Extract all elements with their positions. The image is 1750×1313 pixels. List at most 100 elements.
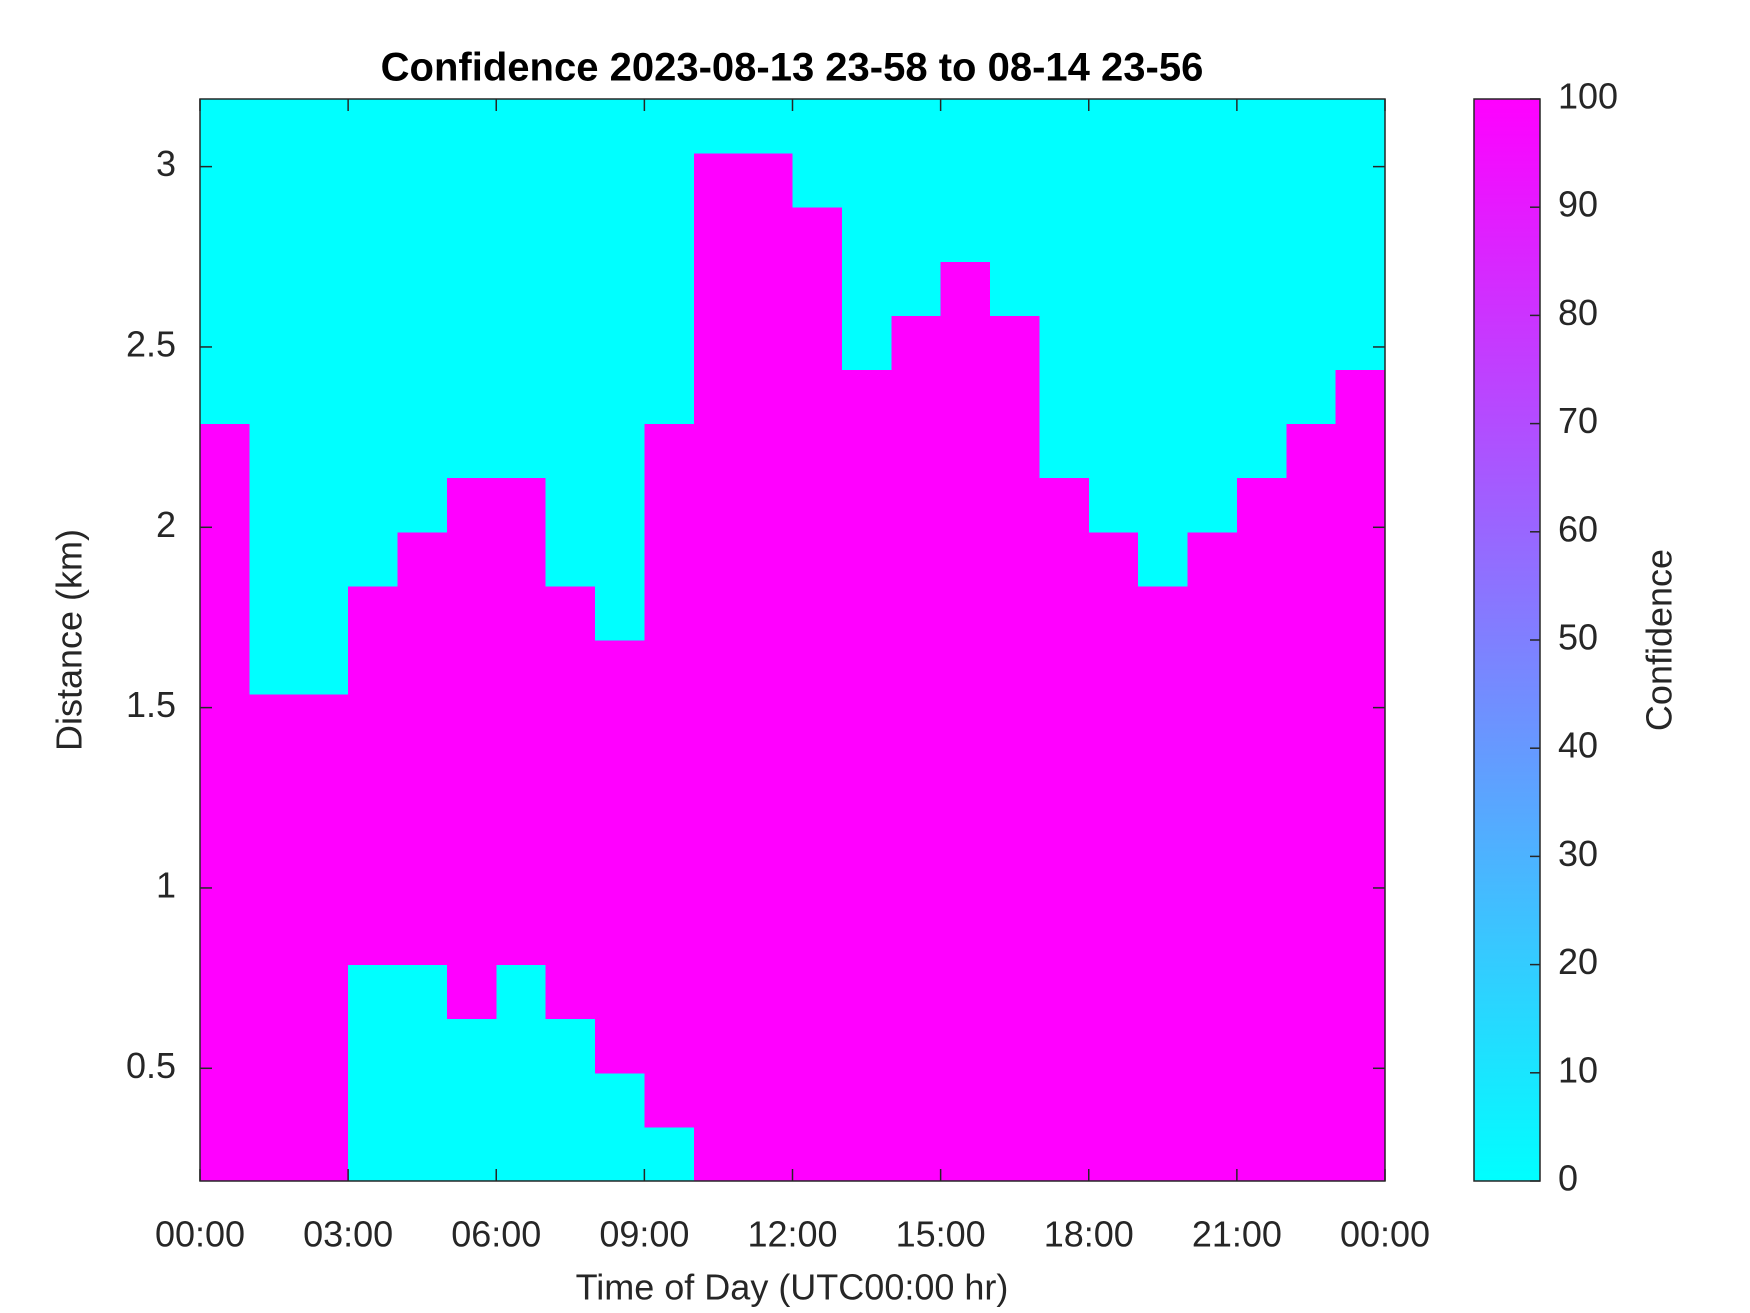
heatmap-cell xyxy=(693,99,744,154)
heatmap xyxy=(200,99,1386,1182)
heatmap-cell xyxy=(545,856,596,911)
heatmap-cell xyxy=(348,1072,398,1128)
heatmap-cell xyxy=(1039,153,1090,208)
heatmap-cell xyxy=(1286,748,1337,803)
heatmap-cell xyxy=(1088,964,1139,1020)
heatmap-cell xyxy=(792,423,843,479)
heatmap-cell xyxy=(249,585,300,641)
heatmap-cell xyxy=(841,477,892,533)
heatmap-cell xyxy=(644,531,695,587)
heatmap-cell xyxy=(1138,531,1188,587)
heatmap-cell xyxy=(1088,315,1139,370)
y-tick-label: 1 xyxy=(156,864,176,905)
heatmap-cell xyxy=(1236,802,1287,857)
heatmap-cell xyxy=(743,856,793,911)
heatmap-cell xyxy=(496,585,547,641)
heatmap-cell xyxy=(940,802,991,857)
heatmap-cell xyxy=(693,585,744,641)
heatmap-cell xyxy=(1236,1072,1287,1128)
heatmap-cell xyxy=(446,748,497,803)
heatmap-cell xyxy=(1039,1072,1090,1128)
heatmap-cell xyxy=(1236,748,1287,803)
heatmap-cell xyxy=(1039,585,1090,641)
heatmap-cell xyxy=(1187,315,1238,370)
heatmap-cell xyxy=(1187,856,1238,911)
heatmap-cell xyxy=(644,423,695,479)
heatmap-cell xyxy=(200,369,250,425)
heatmap-cell xyxy=(1187,1018,1238,1074)
heatmap-cell xyxy=(1236,1018,1287,1074)
heatmap-cell xyxy=(743,585,793,641)
heatmap-cell xyxy=(792,477,843,533)
heatmap-cell xyxy=(841,640,892,695)
heatmap-cell xyxy=(545,207,596,262)
heatmap-cell xyxy=(1088,748,1139,803)
heatmap-cell xyxy=(496,640,547,695)
heatmap-cell xyxy=(743,423,793,479)
heatmap-cell xyxy=(249,1018,300,1074)
heatmap-cell xyxy=(496,315,547,370)
heatmap-cell xyxy=(446,802,497,857)
x-tick-label: 00:00 xyxy=(155,1214,245,1255)
heatmap-cell xyxy=(397,910,448,966)
heatmap-cell xyxy=(1335,261,1386,316)
heatmap-cell xyxy=(1286,477,1337,533)
heatmap-cell xyxy=(397,369,448,425)
heatmap-cell xyxy=(1335,531,1386,587)
heatmap-cell xyxy=(644,1072,695,1128)
heatmap-cell xyxy=(891,531,942,587)
heatmap-cell xyxy=(1039,261,1090,316)
y-tick-label: 2.5 xyxy=(126,323,176,364)
heatmap-cell xyxy=(792,315,843,370)
heatmap-cell xyxy=(1335,910,1386,966)
heatmap-cell xyxy=(644,640,695,695)
heatmap-cell xyxy=(1335,694,1386,749)
heatmap-cell xyxy=(249,856,300,911)
heatmap-cell xyxy=(1335,856,1386,911)
heatmap-cell xyxy=(200,1072,250,1128)
heatmap-cell xyxy=(1187,207,1238,262)
heatmap-cell xyxy=(743,964,793,1020)
heatmap-cell xyxy=(1236,369,1287,425)
heatmap-cell xyxy=(595,477,645,533)
heatmap-cell xyxy=(200,261,250,316)
heatmap-cell xyxy=(1088,99,1139,154)
heatmap-cell xyxy=(1039,531,1090,587)
heatmap-cell xyxy=(940,423,991,479)
heatmap-cell xyxy=(792,99,843,154)
heatmap-cell xyxy=(1335,207,1386,262)
heatmap-cell xyxy=(693,369,744,425)
heatmap-cell xyxy=(940,1018,991,1074)
heatmap-cell xyxy=(397,531,448,587)
heatmap-cell xyxy=(545,585,596,641)
heatmap-cell xyxy=(1335,802,1386,857)
heatmap-cell xyxy=(200,207,250,262)
heatmap-cell xyxy=(348,910,398,966)
heatmap-cell xyxy=(1236,207,1287,262)
heatmap-cell xyxy=(446,1126,497,1182)
heatmap-cell xyxy=(693,964,744,1020)
heatmap-cell xyxy=(397,315,448,370)
x-tick-label: 15:00 xyxy=(896,1214,986,1255)
heatmap-cell xyxy=(545,531,596,587)
heatmap-cell xyxy=(1335,477,1386,533)
heatmap-cell xyxy=(545,1072,596,1128)
heatmap-cell xyxy=(545,640,596,695)
heatmap-cell xyxy=(595,1072,645,1128)
heatmap-cell xyxy=(940,694,991,749)
heatmap-cell xyxy=(1187,585,1238,641)
heatmap-cell xyxy=(446,369,497,425)
heatmap-cell xyxy=(200,694,250,749)
heatmap-cell xyxy=(1187,477,1238,533)
heatmap-cell xyxy=(1088,802,1139,857)
colorbar-tick-label: 50 xyxy=(1558,617,1598,658)
heatmap-cell xyxy=(990,748,1040,803)
heatmap-cell xyxy=(1039,964,1090,1020)
heatmap-cell xyxy=(644,964,695,1020)
heatmap-cell xyxy=(841,369,892,425)
heatmap-cell xyxy=(1236,910,1287,966)
heatmap-cell xyxy=(595,910,645,966)
heatmap-cell xyxy=(990,802,1040,857)
heatmap-cell xyxy=(397,964,448,1020)
heatmap-cell xyxy=(348,748,398,803)
